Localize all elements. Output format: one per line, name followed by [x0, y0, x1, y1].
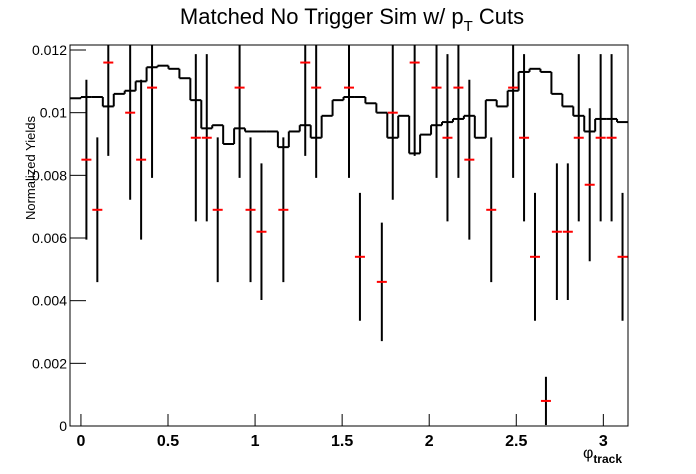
title-subscript: T [464, 18, 473, 35]
y-tick-label: 0.006 [32, 230, 67, 246]
x-tick-label: 2.5 [505, 433, 527, 450]
x-tick-label: 3 [599, 433, 608, 450]
x-axis-label: φtrack [583, 445, 622, 466]
title-main: Matched No Trigger Sim w/ p [180, 4, 464, 29]
plot-area: 0 0.5 1 1.5 2 2.5 3 0 0.002 0.004 0.006 0.008 0.01 0.… [32, 42, 628, 450]
x-tick-label: 0 [76, 433, 85, 450]
x-tick-label: 2 [425, 433, 434, 450]
chart-title: Matched No Trigger Sim w/ pT Cuts [180, 4, 524, 35]
title-end: Cuts [473, 4, 524, 29]
y-tick-label: 0.008 [32, 167, 67, 183]
x-label-symbol: φ [583, 445, 593, 462]
y-axis-label: Normalized Yields [23, 115, 38, 220]
x-label-subscript: track [593, 452, 622, 466]
x-tick-label: 1.5 [331, 433, 353, 450]
x-tick-label: 1 [251, 433, 260, 450]
y-tick-label: 0.012 [32, 42, 67, 58]
plot-frame [69, 44, 629, 427]
y-tick-label: 0.01 [40, 105, 67, 121]
y-tick-label: 0.004 [32, 293, 67, 309]
x-tick-label: 0.5 [157, 433, 179, 450]
y-tick-label: 0 [59, 418, 67, 434]
y-tick-label: 0.002 [32, 355, 67, 371]
